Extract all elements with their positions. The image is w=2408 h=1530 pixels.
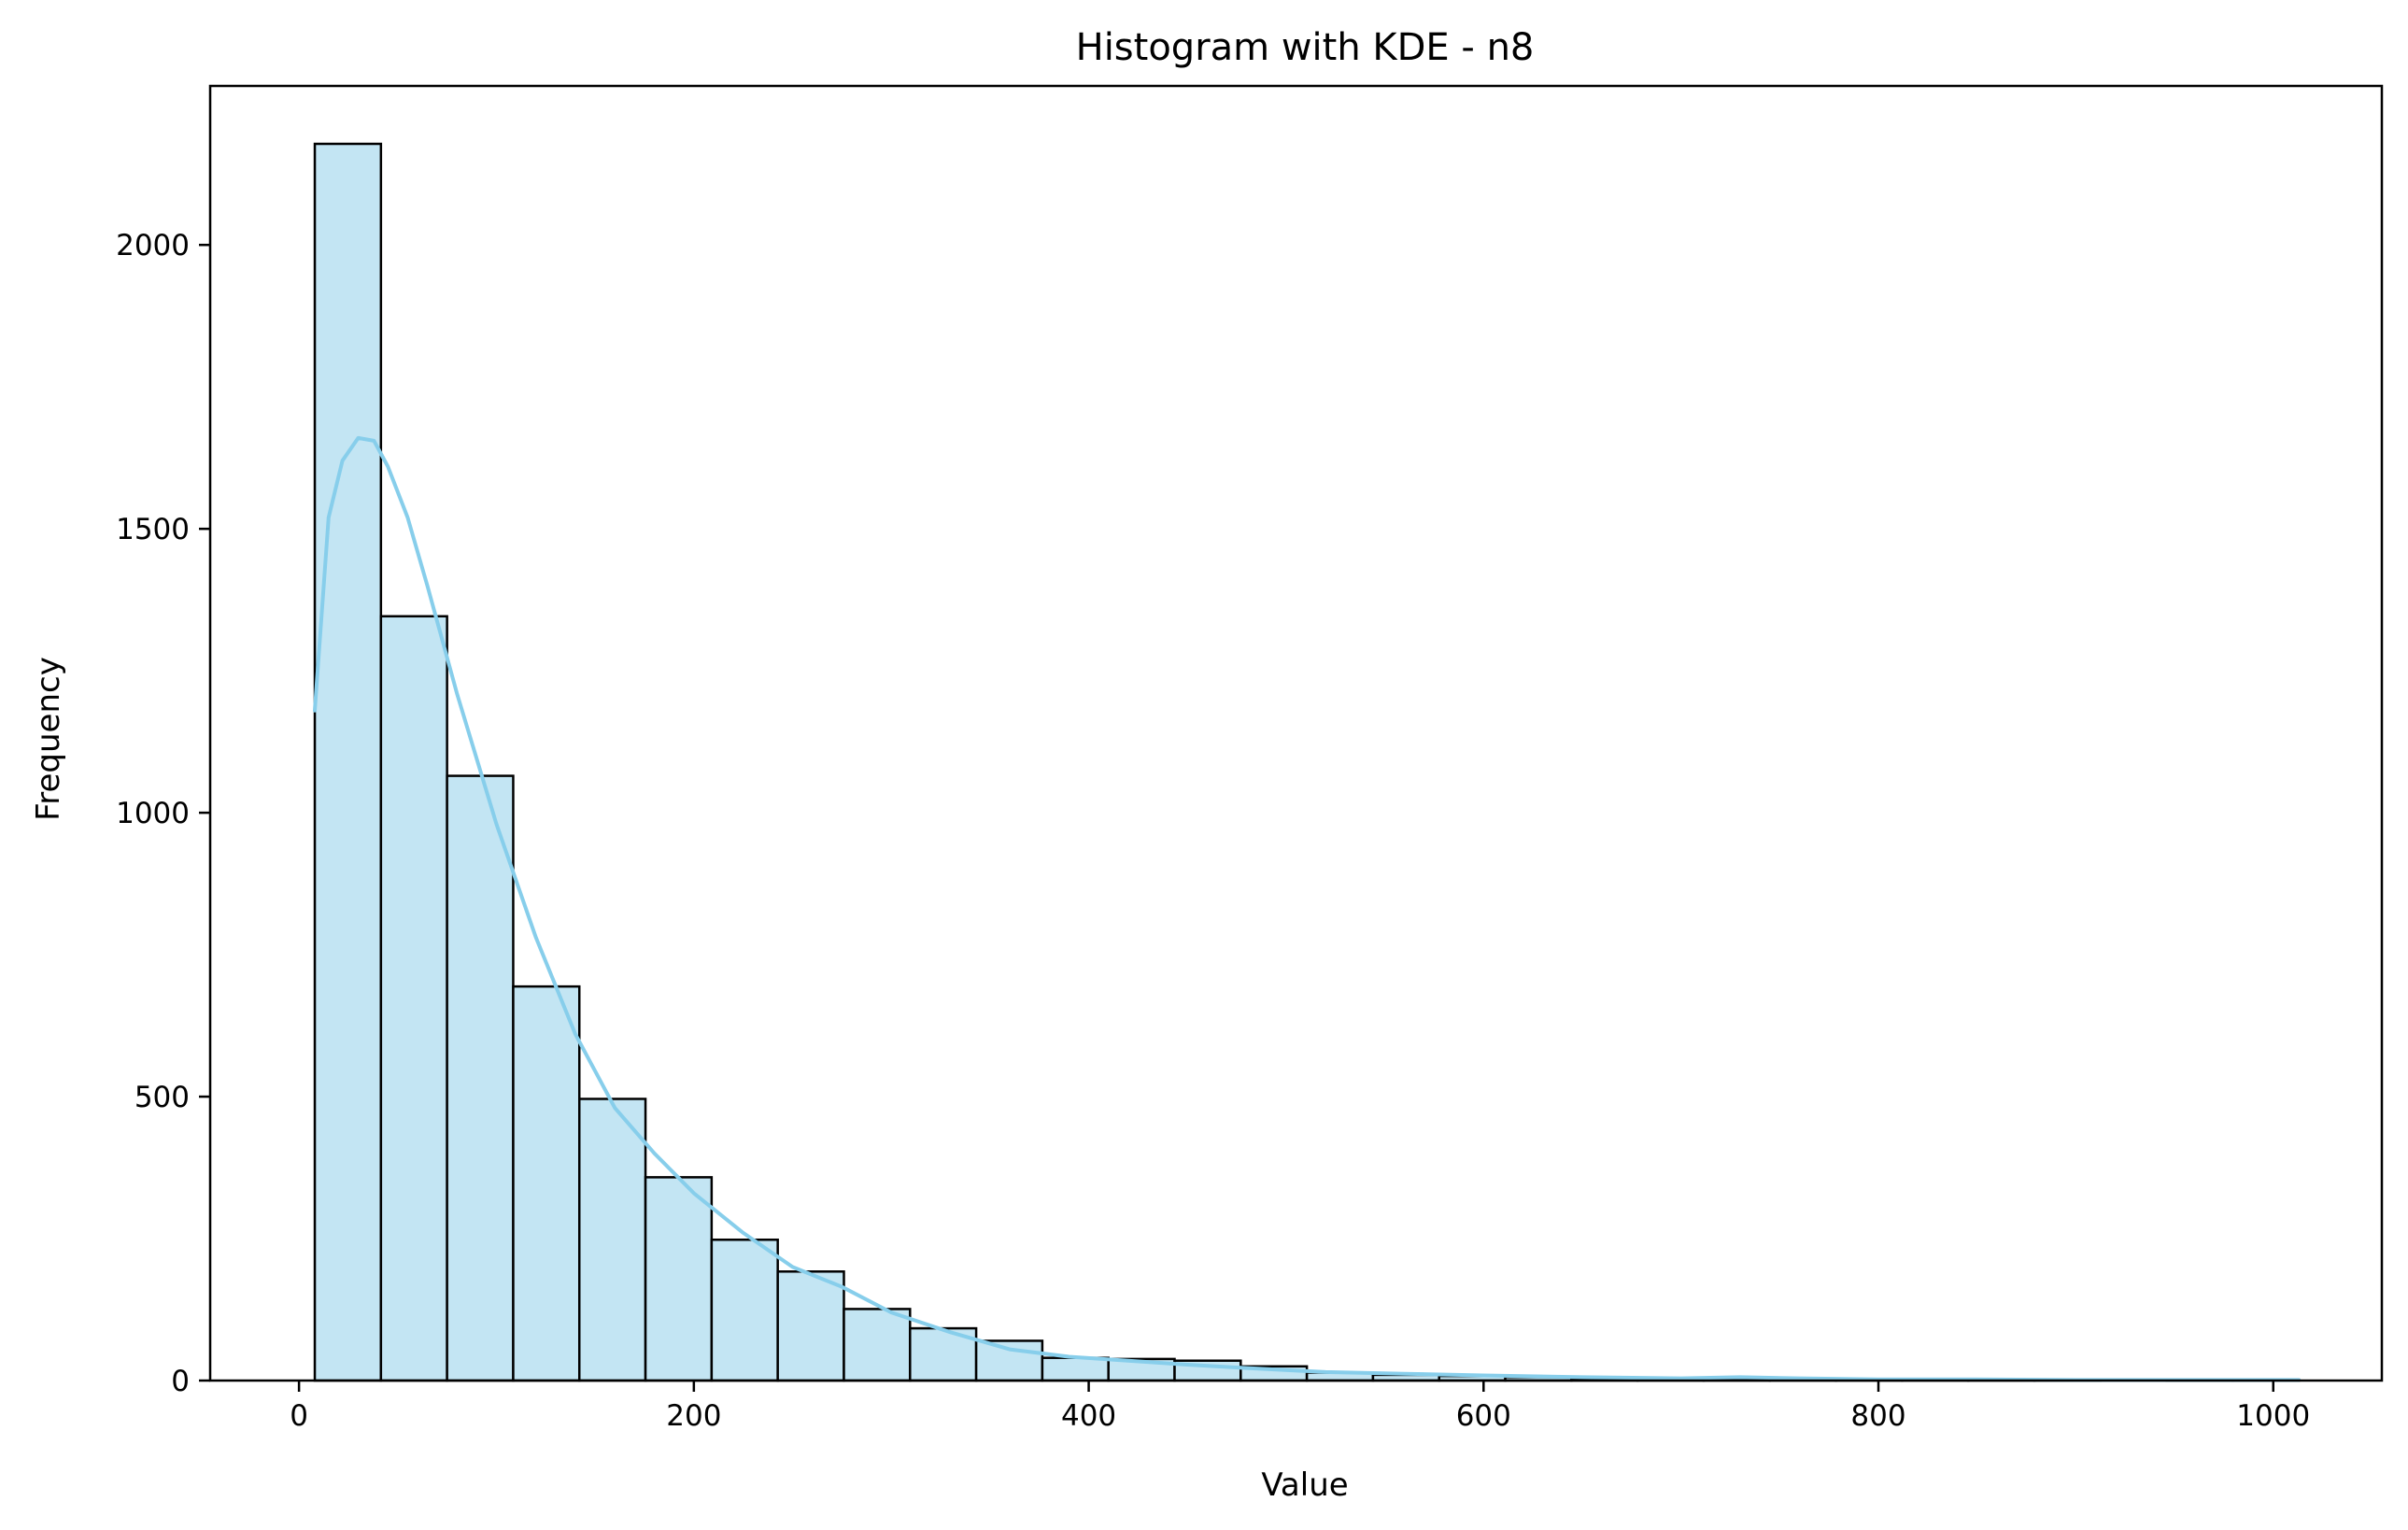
x-tick-label: 200 bbox=[666, 1399, 721, 1433]
x-axis-label: Value bbox=[1261, 1466, 1348, 1504]
chart-title: Histogram with KDE - n8 bbox=[1076, 26, 1535, 69]
x-tick-label: 0 bbox=[290, 1399, 308, 1433]
y-axis: 0 500 1000 1500 2000 bbox=[116, 229, 210, 1398]
y-tick-label: 2000 bbox=[116, 229, 190, 262]
y-tick-label: 1000 bbox=[116, 797, 190, 830]
y-tick-label: 500 bbox=[135, 1081, 190, 1114]
y-axis-label: Frequency bbox=[30, 657, 67, 821]
histogram-bar-8 bbox=[843, 1308, 912, 1382]
histogram-bar-0 bbox=[313, 142, 383, 1382]
y-tick-label: 1500 bbox=[116, 513, 190, 546]
histogram-bars bbox=[313, 142, 2301, 1382]
x-tick-label: 600 bbox=[1456, 1399, 1511, 1433]
histogram-bar-7 bbox=[776, 1270, 845, 1382]
histogram-bar-4 bbox=[578, 1098, 647, 1382]
x-tick-label: 1000 bbox=[2236, 1399, 2310, 1433]
histogram-bar-5 bbox=[644, 1176, 714, 1382]
histogram-bar-2 bbox=[446, 774, 515, 1382]
histogram-bar-10 bbox=[974, 1339, 1044, 1382]
histogram-bar-1 bbox=[379, 615, 448, 1382]
y-tick-label: 0 bbox=[171, 1365, 190, 1398]
x-axis: 0 200 400 600 800 1000 bbox=[290, 1381, 2310, 1433]
histogram-bar-11 bbox=[1041, 1356, 1110, 1382]
x-tick-label: 400 bbox=[1061, 1399, 1116, 1433]
histogram-bar-3 bbox=[512, 985, 581, 1382]
histogram-bar-6 bbox=[710, 1238, 779, 1382]
x-tick-label: 800 bbox=[1850, 1399, 1905, 1433]
kde-curve bbox=[313, 435, 2302, 1382]
plot-frame bbox=[208, 84, 2384, 1382]
